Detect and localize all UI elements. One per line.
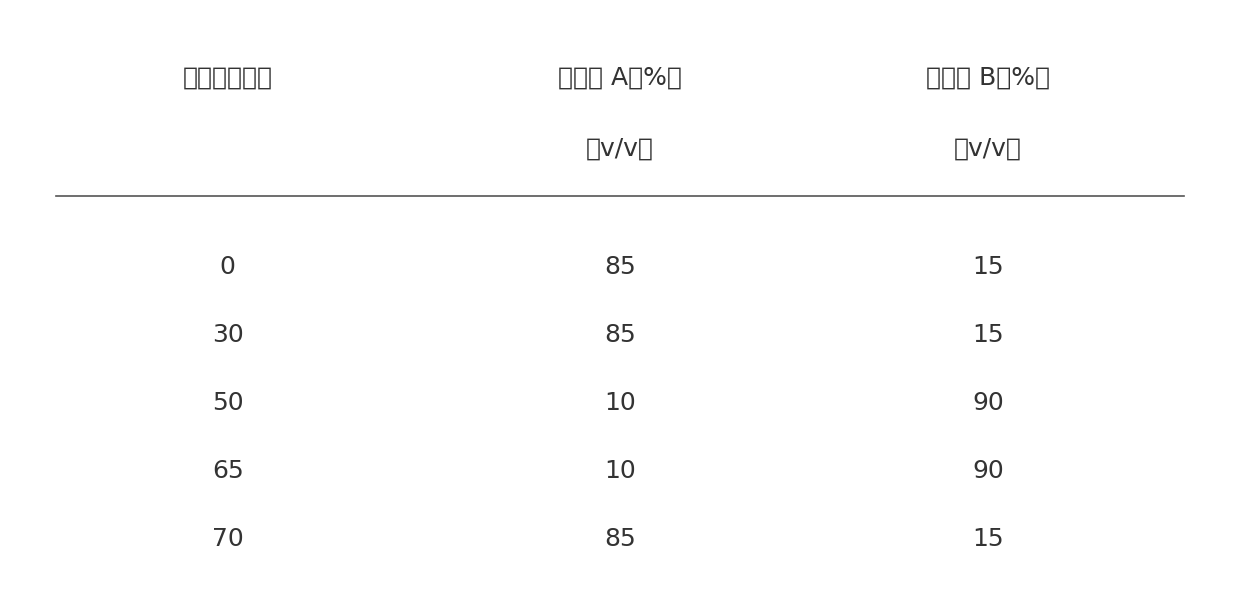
Text: （v/v）: （v/v） [587, 137, 653, 161]
Text: 10: 10 [604, 459, 636, 483]
Text: 70: 70 [212, 527, 243, 551]
Text: （v/v）: （v/v） [954, 137, 1022, 161]
Text: 流动相 A（%）: 流动相 A（%） [558, 66, 682, 90]
Text: 85: 85 [604, 255, 636, 279]
Text: 85: 85 [604, 527, 636, 551]
Text: 时间（分钟）: 时间（分钟） [182, 66, 273, 90]
Text: 10: 10 [604, 391, 636, 415]
Text: 90: 90 [972, 391, 1003, 415]
Text: 流动相 B（%）: 流动相 B（%） [926, 66, 1050, 90]
Text: 90: 90 [972, 459, 1003, 483]
Text: 30: 30 [212, 323, 243, 347]
Text: 50: 50 [212, 391, 243, 415]
Text: 15: 15 [972, 255, 1003, 279]
Text: 65: 65 [212, 459, 243, 483]
Text: 0: 0 [219, 255, 236, 279]
Text: 15: 15 [972, 527, 1003, 551]
Text: 15: 15 [972, 323, 1003, 347]
Text: 85: 85 [604, 323, 636, 347]
